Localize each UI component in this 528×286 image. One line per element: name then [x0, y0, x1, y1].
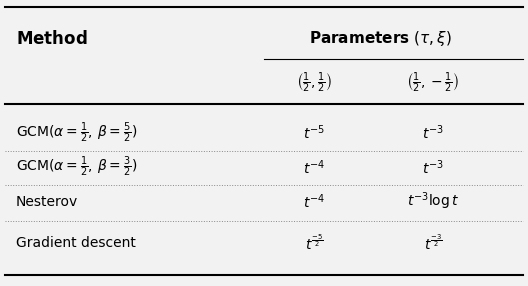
Text: $t^{-3}\log t$: $t^{-3}\log t$	[407, 191, 459, 212]
Text: $\left(\frac{1}{2}, \frac{1}{2}\right)$: $\left(\frac{1}{2}, \frac{1}{2}\right)$	[296, 71, 332, 95]
Text: $t^{-3}$: $t^{-3}$	[422, 158, 444, 177]
Text: $\left(\frac{1}{2}, -\frac{1}{2}\right)$: $\left(\frac{1}{2}, -\frac{1}{2}\right)$	[407, 71, 459, 95]
Text: $t^{-3}$: $t^{-3}$	[422, 124, 444, 142]
Text: $t^{-5}$: $t^{-5}$	[303, 124, 325, 142]
Text: Nesterov: Nesterov	[16, 195, 78, 208]
Text: $\mathbf{Method}$: $\mathbf{Method}$	[16, 30, 87, 47]
Text: Gradient descent: Gradient descent	[16, 236, 136, 250]
Text: $t^{-4}$: $t^{-4}$	[303, 192, 325, 211]
Text: $\mathbf{Parameters}\ (\tau, \xi)$: $\mathbf{Parameters}\ (\tau, \xi)$	[309, 29, 451, 48]
Text: $t^{\frac{-3}{2}}$: $t^{\frac{-3}{2}}$	[424, 233, 442, 253]
Text: $t^{\frac{-5}{2}}$: $t^{\frac{-5}{2}}$	[305, 233, 323, 253]
Text: $t^{-4}$: $t^{-4}$	[303, 158, 325, 177]
Text: GCM$(\alpha = \frac{1}{2},\, \beta = \frac{3}{2})$: GCM$(\alpha = \frac{1}{2},\, \beta = \fr…	[16, 155, 137, 180]
Text: GCM$(\alpha = \frac{1}{2},\, \beta = \frac{5}{2})$: GCM$(\alpha = \frac{1}{2},\, \beta = \fr…	[16, 121, 137, 145]
